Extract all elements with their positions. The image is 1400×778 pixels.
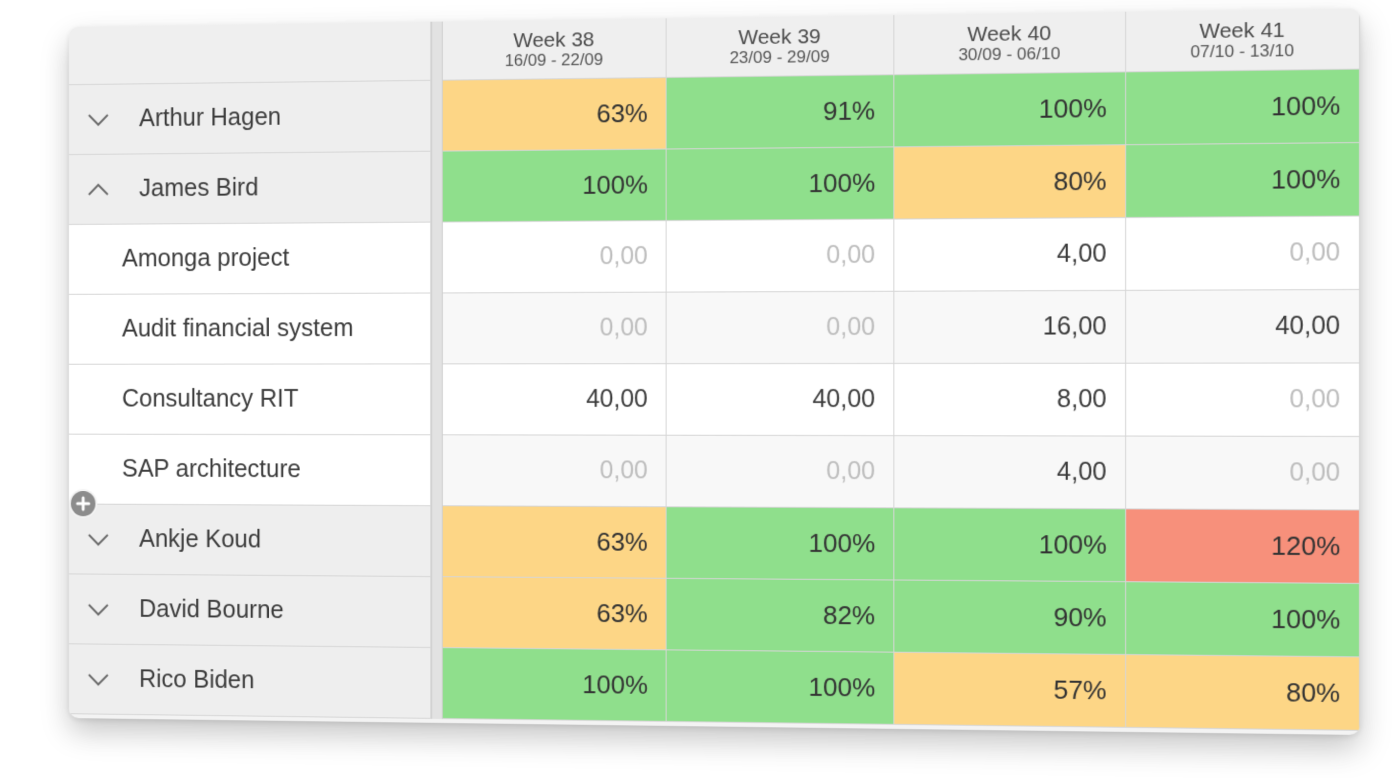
week-header: Week 39 23/09 - 29/09	[667, 15, 895, 78]
week-name: Week 39	[738, 25, 820, 49]
column-splitter[interactable]	[431, 22, 443, 719]
project-row-header: Audit financial system	[69, 293, 431, 364]
chevron-down-icon[interactable]	[84, 524, 112, 553]
utilization-cell[interactable]: 100%	[443, 648, 667, 722]
hours-cell[interactable]: 40,00	[443, 364, 667, 436]
hours-cell[interactable]: 0,00	[667, 292, 895, 364]
project-row-header: Amonga project	[69, 223, 431, 295]
person-row-header[interactable]: James Bird	[69, 152, 431, 225]
utilization-cell[interactable]: 80%	[894, 145, 1126, 219]
utilization-cell[interactable]: 100%	[894, 72, 1126, 147]
utilization-cell[interactable]: 100%	[667, 507, 895, 580]
utilization-cell[interactable]: 91%	[667, 75, 895, 149]
person-row-header[interactable]: Rico Biden	[69, 644, 431, 719]
chevron-down-icon[interactable]	[84, 594, 112, 623]
header-corner	[69, 22, 431, 85]
hours-cell[interactable]: 0,00	[1126, 437, 1360, 511]
hours-cell[interactable]: 0,00	[667, 220, 895, 293]
utilization-cell[interactable]: 100%	[667, 147, 895, 221]
week-name: Week 40	[967, 21, 1051, 45]
hours-cell[interactable]: 4,00	[894, 218, 1126, 292]
utilization-cell[interactable]: 80%	[1126, 655, 1360, 731]
hours-cell[interactable]: 8,00	[894, 364, 1126, 437]
week-name: Week 41	[1199, 18, 1284, 43]
chevron-down-icon[interactable]	[84, 664, 112, 693]
person-name: Rico Biden	[139, 665, 254, 695]
utilization-cell[interactable]: 90%	[894, 580, 1126, 655]
project-name: Consultancy RIT	[122, 385, 299, 413]
person-row-header[interactable]: David Bourne	[69, 574, 431, 648]
person-row-header[interactable]: Arthur Hagen	[69, 81, 431, 155]
person-name: David Bourne	[139, 595, 284, 625]
project-row-header: Consultancy RIT	[69, 364, 431, 435]
chevron-down-icon[interactable]	[84, 105, 112, 134]
utilization-cell[interactable]: 100%	[1126, 582, 1360, 657]
hours-cell[interactable]: 16,00	[894, 291, 1126, 364]
hours-cell[interactable]: 4,00	[894, 436, 1126, 509]
week-date-range: 16/09 - 22/09	[505, 51, 603, 71]
week-header: Week 40 30/09 - 06/10	[894, 12, 1126, 75]
utilization-cell[interactable]: 63%	[443, 506, 667, 579]
week-date-range: 23/09 - 29/09	[730, 48, 830, 68]
grid: Week 38 16/09 - 22/09 Week 39 23/09 - 29/09…	[69, 8, 1360, 735]
person-name: James Bird	[139, 174, 258, 203]
utilization-cell[interactable]: 57%	[894, 653, 1126, 728]
utilization-cell[interactable]: 63%	[443, 577, 667, 650]
week-date-range: 07/10 - 13/10	[1190, 42, 1294, 62]
hours-cell[interactable]: 40,00	[667, 364, 895, 436]
hours-cell[interactable]: 0,00	[443, 435, 667, 507]
project-name: Audit financial system	[122, 314, 353, 343]
project-row-header: SAP architecture	[69, 435, 431, 507]
hours-cell[interactable]: 0,00	[1126, 363, 1360, 436]
week-header: Week 41 07/10 - 13/10	[1126, 8, 1360, 72]
week-header: Week 38 16/09 - 22/09	[443, 18, 667, 80]
utilization-cell[interactable]: 100%	[1126, 70, 1360, 146]
hours-cell[interactable]: 0,00	[443, 293, 667, 365]
week-date-range: 30/09 - 06/10	[958, 45, 1060, 65]
hours-cell[interactable]: 0,00	[443, 221, 667, 293]
chevron-up-icon[interactable]	[84, 175, 112, 204]
hours-cell[interactable]: 40,00	[1126, 290, 1360, 364]
utilization-cell[interactable]: 100%	[1126, 143, 1360, 218]
utilization-cell[interactable]: 82%	[667, 579, 895, 653]
project-name: SAP architecture	[122, 455, 301, 484]
person-row-header[interactable]: Ankje Koud	[69, 505, 431, 578]
resource-planning-grid: Week 38 16/09 - 22/09 Week 39 23/09 - 29/09…	[69, 8, 1360, 735]
person-name: Ankje Koud	[139, 525, 261, 554]
utilization-cell[interactable]: 100%	[894, 508, 1126, 582]
hours-cell[interactable]: 0,00	[1126, 217, 1360, 291]
utilization-cell[interactable]: 120%	[1126, 509, 1360, 584]
person-name: Arthur Hagen	[139, 103, 281, 133]
plus-circle-icon[interactable]	[71, 491, 96, 516]
utilization-cell[interactable]: 100%	[667, 650, 895, 724]
utilization-cell[interactable]: 100%	[443, 150, 667, 223]
hours-cell[interactable]: 0,00	[667, 436, 895, 509]
week-name: Week 38	[513, 28, 594, 52]
project-name: Amonga project	[122, 244, 289, 273]
utilization-cell[interactable]: 63%	[443, 78, 667, 152]
